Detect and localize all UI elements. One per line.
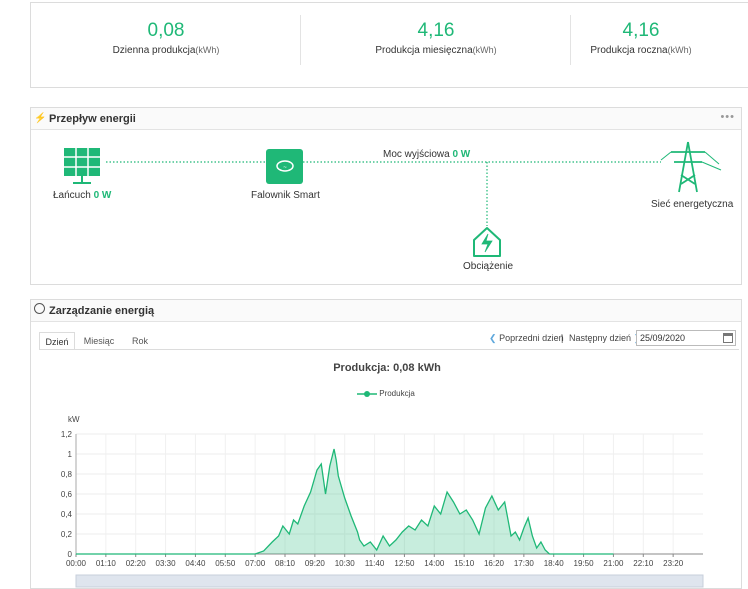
kpi-daily-label: Dzienna produkcja(kWh) (112, 45, 220, 56)
energy-flow-title: Przepływ energii (49, 113, 136, 125)
next-day-link[interactable]: Następny dzień ❯ (569, 333, 641, 344)
x-tick-label: 17:30 (514, 559, 535, 568)
chart-title: Produkcja: 0,08 kWh (333, 362, 441, 374)
legend-label: Produkcja (379, 389, 415, 398)
kpi-monthly-label: Produkcja miesięczna(kWh) (375, 45, 497, 56)
power-tower-icon (660, 141, 722, 193)
series-area-produkcja (255, 449, 554, 554)
tab-year[interactable]: Rok (131, 336, 148, 346)
energy-flow-panel: ⚡ Przepływ energii ••• ~ (30, 107, 742, 285)
x-tick-label: 05:50 (215, 559, 236, 568)
energy-management-panel: Zarządzanie energią Dzień Miesiąc Rok ❮ … (30, 299, 742, 589)
kpi-monthly-value: 4,16 (417, 20, 455, 41)
nav-separator: | (561, 333, 564, 343)
x-tick-label: 21:00 (603, 559, 624, 568)
plug-icon: ⚡ (34, 113, 47, 124)
y-axis-label: kW (68, 415, 80, 424)
tab-month[interactable]: Miesiąc (83, 336, 115, 346)
y-tick-label: 0 (68, 550, 73, 559)
x-tick-label: 10:30 (335, 559, 356, 568)
string-label: Łańcuch 0 W (53, 190, 112, 201)
calendar-icon[interactable] (723, 333, 733, 343)
inverter-label: Falownik Smart (251, 190, 320, 201)
grid-label: Sieć energetyczna (651, 199, 734, 210)
kpi-divider (300, 15, 301, 65)
production-chart: kW 0 0,2 0,4 0,6 0,8 1 1,2 00:00 01:10 02:20 03:30 0… (61, 415, 704, 588)
clock-icon (34, 303, 45, 314)
x-tick-label: 14:00 (424, 559, 445, 568)
series-line-produkcja (76, 448, 614, 555)
output-power-label: Moc wyjściowa 0 W (383, 149, 471, 160)
x-tick-label: 19:50 (574, 559, 595, 568)
kpi-daily: 0,08 Dzienna produkcja(kWh) (31, 3, 301, 89)
y-tick-label: 1,2 (61, 430, 73, 439)
load-label: Obciążenie (463, 261, 514, 272)
x-tick-label: 03:30 (156, 559, 177, 568)
solar-panel-icon (64, 148, 100, 184)
tab-day[interactable]: Dzień (39, 332, 75, 350)
x-tick-label: 22:10 (633, 559, 654, 568)
energy-management-header: Zarządzanie energią (31, 300, 741, 322)
x-tick-label: 08:10 (275, 559, 296, 568)
kpi-divider (570, 15, 571, 65)
house-load-icon (473, 227, 501, 257)
y-tick-label: 0,6 (61, 490, 73, 499)
kpi-monthly: 4,16 Produkcja miesięczna(kWh) (301, 3, 571, 89)
production-summary-card: 0,08 Dzienna produkcja(kWh) 4,16 Produkc… (30, 2, 748, 88)
x-tick-label: 15:10 (454, 559, 475, 568)
y-tick-label: 0,4 (61, 510, 73, 519)
x-tick-label: 00:00 (66, 559, 87, 568)
legend-marker-icon (357, 390, 377, 397)
x-tick-label: 07:00 (245, 559, 266, 568)
date-picker-input[interactable]: 25/09/2020 (636, 330, 736, 346)
kpi-daily-value: 0,08 (147, 20, 185, 41)
x-tick-label: 12:50 (394, 559, 415, 568)
chart-legend[interactable]: Produkcja (357, 389, 415, 398)
x-tick-label: 18:40 (544, 559, 565, 568)
x-tick-label: 11:40 (365, 559, 385, 568)
x-tick-label: 01:10 (96, 559, 117, 568)
more-options-icon[interactable]: ••• (720, 111, 735, 123)
x-tick-label: 02:20 (126, 559, 147, 568)
x-tick-label: 04:40 (185, 559, 206, 568)
y-tick-label: 0,2 (61, 530, 73, 539)
energy-flow-diagram: ~ (64, 141, 722, 257)
chevron-left-icon: ❮ (489, 333, 497, 343)
previous-day-link[interactable]: ❮ Poprzedni dzień (489, 333, 564, 343)
kpi-yearly: 4,16 Produkcja roczna(kWh) (571, 3, 748, 89)
svg-text:~: ~ (283, 165, 287, 171)
y-tick-label: 1 (68, 450, 73, 459)
kpi-yearly-label: Produkcja roczna(kWh) (590, 45, 692, 56)
energy-management-title: Zarządzanie energią (49, 305, 155, 317)
tabs-divider (39, 349, 739, 350)
kpi-yearly-value: 4,16 (622, 20, 660, 41)
x-tick-label: 23:20 (663, 559, 684, 568)
inverter-icon: ~ (266, 149, 303, 184)
energy-flow-header: ⚡ Przepływ energii ••• (31, 108, 741, 130)
x-tick-label: 09:20 (305, 559, 326, 568)
x-tick-label: 16:20 (484, 559, 505, 568)
y-tick-label: 0,8 (61, 470, 73, 479)
zoom-slider (75, 574, 704, 588)
